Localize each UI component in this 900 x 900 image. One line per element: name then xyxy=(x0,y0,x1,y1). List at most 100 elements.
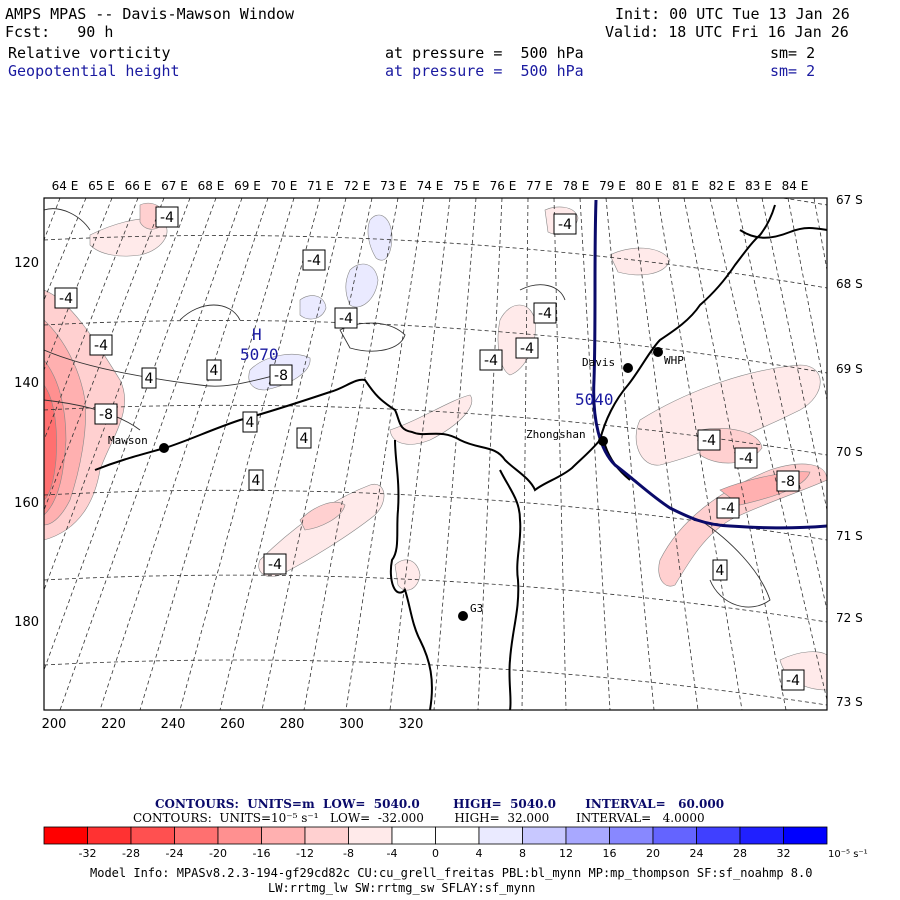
colorbar-swatch xyxy=(174,826,219,845)
colorbar-label: -12 xyxy=(296,847,314,860)
colorbar-swatch xyxy=(739,826,784,845)
colorbar-swatch xyxy=(43,826,88,845)
colorbar-label: 0 xyxy=(432,847,439,860)
vorticity-label-box xyxy=(734,447,758,469)
vorticity-label: -4 xyxy=(307,253,321,269)
field2-smoothing: sm= 2 xyxy=(770,62,816,80)
vorticity-label-box xyxy=(89,334,113,356)
vorticity-label-box xyxy=(781,669,805,691)
vorticity-label-box xyxy=(697,429,721,451)
vorticity-label: -4 xyxy=(786,673,800,689)
vorticity-label: -4 xyxy=(739,451,753,467)
valid-time: Valid: 18 UTC Fri 16 Jan 26 xyxy=(605,23,849,41)
lon-label: 73 E xyxy=(380,179,407,193)
high-pressure-value: 5070 xyxy=(240,345,279,364)
lon-label: 79 E xyxy=(599,179,626,193)
vorticity-label: -4 xyxy=(339,311,353,327)
lon-label: 64 E xyxy=(52,179,79,193)
colorbar-label: -8 xyxy=(343,847,354,860)
colorbar-label: -4 xyxy=(387,847,398,860)
colorbar-swatch xyxy=(391,826,436,845)
model-info-line1: Model Info: MPASv8.2.3-194-gf29cd82c CU:… xyxy=(90,866,813,880)
high-pressure-marker: H xyxy=(252,325,262,344)
latitude-grid xyxy=(44,198,827,706)
station-markers xyxy=(159,347,663,621)
colorbar-label: 32 xyxy=(777,847,791,860)
lat-label: 72 S xyxy=(836,611,863,625)
lat-label: 69 S xyxy=(836,362,863,376)
colorbar-swatch xyxy=(348,826,393,845)
lon-label: 84 E xyxy=(782,179,809,193)
colorbar-swatch xyxy=(783,826,828,845)
vorticity-label: -4 xyxy=(520,341,534,357)
vorticity-label-box xyxy=(479,349,503,371)
lon-label: 66 E xyxy=(125,179,152,193)
vorticity-label-box xyxy=(716,497,740,519)
colorbar-label: 20 xyxy=(646,847,660,860)
colorbar-swatch xyxy=(478,826,523,845)
lat-label: 73 S xyxy=(836,695,863,709)
vorticity-label-box xyxy=(263,553,287,575)
colorbar-label: -32 xyxy=(79,847,97,860)
y-tick-label: 180 xyxy=(14,615,39,630)
vorticity-label: -4 xyxy=(484,353,498,369)
lon-label: 67 E xyxy=(161,179,188,193)
colorbar-label: 24 xyxy=(690,847,704,860)
plot-frame xyxy=(43,197,828,711)
height-contour-info: CONTOURS: UNITS=m LOW= 5040.0 HIGH= 5040… xyxy=(155,797,725,811)
colorbar-label: -24 xyxy=(166,847,184,860)
vorticity-label-box xyxy=(248,469,264,491)
field1-level: at pressure = 500 hPa xyxy=(385,44,584,62)
model-info-line2: LW:rrtmg_lw SW:rrtmg_sw SFLAY:sf_mynn xyxy=(268,881,536,895)
colorbar-swatch xyxy=(565,826,610,845)
axis-label-layer: 64 E 65 E 66 E 67 E 68 E 69 E 70 E 71 E 72 E 73 E… xyxy=(14,179,863,732)
vorticity-label-box xyxy=(94,403,118,425)
lon-label: 74 E xyxy=(417,179,444,193)
colorbar-label: 8 xyxy=(519,847,526,860)
colorbar-swatch xyxy=(304,826,349,845)
vorticity-contours xyxy=(44,208,771,608)
vorticity-label-box xyxy=(54,287,78,309)
vorticity-label-box xyxy=(334,307,358,329)
lon-label: 68 E xyxy=(198,179,225,193)
vorticity-label: -8 xyxy=(274,368,288,384)
vorticity-label: -4 xyxy=(160,210,174,226)
vorticity-label-box xyxy=(553,213,577,235)
colorbar-swatch xyxy=(217,826,262,845)
field1-smoothing: sm= 2 xyxy=(770,44,816,62)
vorticity-label-box xyxy=(141,367,157,389)
vorticity-label-box xyxy=(302,249,326,271)
x-tick-label: 260 xyxy=(220,717,245,732)
vorticity-label: -8 xyxy=(99,407,113,423)
vorticity-label: -8 xyxy=(781,474,795,490)
station-label-g3: G3 xyxy=(470,602,483,615)
field1-name: Relative vorticity xyxy=(8,44,171,62)
height-contour-5040 xyxy=(592,199,827,530)
lon-label: 77 E xyxy=(526,179,553,193)
colorbar-label: -28 xyxy=(122,847,140,860)
vorticity-label-box xyxy=(712,559,728,581)
colorbar-swatch xyxy=(130,826,175,845)
init-time: Init: 00 UTC Tue 13 Jan 26 xyxy=(615,5,850,23)
station-label-zhongshan: Zhongshan xyxy=(526,428,586,441)
lon-label: 82 E xyxy=(709,179,736,193)
colorbar-swatch xyxy=(435,826,480,845)
lon-label: 81 E xyxy=(672,179,699,193)
station-davis-marker xyxy=(623,363,633,373)
colorbar-label: -20 xyxy=(209,847,227,860)
lon-label: 76 E xyxy=(490,179,517,193)
x-tick-label: 320 xyxy=(399,717,424,732)
colorbar-label: 28 xyxy=(733,847,747,860)
vorticity-label: 4 xyxy=(716,563,725,579)
lon-label: 80 E xyxy=(636,179,663,193)
colorbar-swatch xyxy=(261,826,306,845)
vorticity-label: -4 xyxy=(558,217,572,233)
vorticity-label-box xyxy=(155,206,179,228)
height-contour-label: 5040 xyxy=(575,390,614,409)
x-tick-label: 200 xyxy=(42,717,67,732)
lon-label: 65 E xyxy=(88,179,115,193)
colorbar-swatch xyxy=(696,826,741,845)
lat-label: 71 S xyxy=(836,529,863,543)
lon-label: 71 E xyxy=(307,179,334,193)
